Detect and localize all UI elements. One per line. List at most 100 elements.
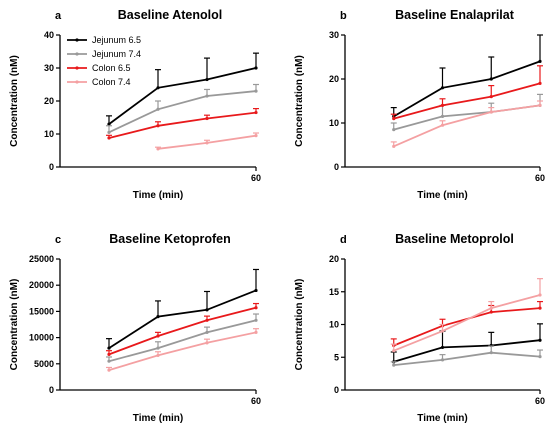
data-point bbox=[107, 130, 111, 134]
data-point bbox=[489, 306, 493, 310]
chart-title: Baseline Enalaprilat bbox=[395, 8, 515, 22]
legend-marker bbox=[75, 80, 79, 84]
y-tick-label: 10 bbox=[44, 129, 54, 139]
data-point bbox=[440, 358, 445, 362]
data-point bbox=[205, 94, 209, 98]
chart-title: Baseline Ketoprofen bbox=[109, 232, 231, 246]
y-tick-label: 10000 bbox=[29, 333, 54, 343]
series-jejunum-6-5 bbox=[390, 34, 543, 118]
data-point bbox=[489, 351, 493, 355]
data-point bbox=[538, 354, 542, 359]
series-line bbox=[108, 331, 257, 371]
x-tick-label: 60 bbox=[535, 396, 545, 406]
series-jejunum-6-5 bbox=[106, 268, 259, 350]
series-line bbox=[108, 319, 257, 363]
series-jejunum-7-4 bbox=[106, 83, 259, 134]
series-line bbox=[108, 90, 257, 134]
panel-letter: b bbox=[340, 10, 347, 22]
series-line bbox=[108, 289, 257, 349]
series-jejunum-6-5 bbox=[106, 52, 259, 126]
data-point bbox=[392, 117, 396, 121]
data-point bbox=[254, 134, 258, 138]
chart-panel-d: d Baseline Metoprolol 0 5 10 15 20 60 Time (min)… bbox=[294, 232, 545, 424]
data-point bbox=[107, 346, 111, 350]
series-colon-6-5 bbox=[106, 107, 259, 140]
data-point bbox=[205, 141, 209, 145]
series-colon-7-4 bbox=[390, 100, 543, 148]
legend-label: Jejunum 7.4 bbox=[92, 49, 141, 59]
data-point bbox=[254, 330, 258, 334]
data-point bbox=[107, 352, 111, 356]
y-tick-label: 0 bbox=[334, 162, 339, 172]
data-point bbox=[156, 315, 160, 319]
data-point bbox=[440, 103, 445, 107]
series-line bbox=[393, 82, 541, 120]
y-tick-label: 25000 bbox=[29, 254, 54, 264]
data-point bbox=[254, 66, 258, 70]
legend: Jejunum 6.5 Jejunum 7.4 Colon 6.5 Colon 7.4 bbox=[67, 35, 141, 87]
y-axis-label: Concentration (nM) bbox=[9, 55, 20, 147]
series-line bbox=[393, 351, 541, 366]
series-colon-7-4 bbox=[106, 328, 259, 372]
series-jejunum-7-4 bbox=[106, 313, 259, 363]
x-tick-label: 60 bbox=[251, 173, 261, 183]
data-point bbox=[254, 89, 258, 93]
legend-marker bbox=[75, 38, 79, 42]
legend-label: Colon 6.5 bbox=[92, 63, 131, 73]
data-point bbox=[205, 341, 209, 345]
panel-letter: a bbox=[55, 10, 62, 22]
data-point bbox=[156, 124, 160, 128]
data-point bbox=[156, 107, 160, 111]
series-line bbox=[393, 294, 541, 352]
x-axis-label: Time (min) bbox=[417, 413, 467, 424]
data-point bbox=[538, 103, 542, 107]
y-tick-label: 0 bbox=[49, 162, 54, 172]
data-point bbox=[107, 122, 111, 126]
y-axis-label: Concentration (nM) bbox=[9, 279, 20, 371]
y-axis-label: Concentration (nM) bbox=[294, 55, 305, 147]
series-jejunum-7-4 bbox=[390, 345, 543, 367]
x-axis-label: Time (min) bbox=[417, 190, 467, 201]
data-point bbox=[489, 110, 493, 114]
chart-panel-c: c Baseline Ketoprofen 0 5000 10000 15000 20000… bbox=[9, 232, 261, 424]
data-point bbox=[489, 77, 493, 81]
data-point bbox=[440, 123, 445, 127]
data-point bbox=[538, 81, 542, 85]
data-point bbox=[392, 349, 396, 353]
y-tick-label: 0 bbox=[49, 385, 54, 395]
legend-label: Colon 7.4 bbox=[92, 77, 131, 87]
data-point bbox=[107, 359, 111, 363]
legend-label: Jejunum 6.5 bbox=[92, 35, 141, 45]
series-line bbox=[393, 60, 541, 118]
data-point bbox=[392, 144, 396, 148]
series-line bbox=[108, 111, 257, 139]
data-point bbox=[538, 306, 542, 310]
data-point bbox=[205, 308, 209, 312]
data-point bbox=[440, 329, 445, 333]
data-point bbox=[205, 318, 209, 322]
series-colon-7-4 bbox=[155, 132, 259, 151]
data-point bbox=[440, 345, 445, 350]
y-tick-label: 20 bbox=[329, 74, 339, 84]
chart-title: Baseline Atenolol bbox=[118, 8, 222, 22]
y-tick-label: 30 bbox=[329, 30, 339, 40]
series-colon-6-5 bbox=[106, 302, 259, 356]
y-tick-label: 10 bbox=[329, 320, 339, 330]
y-tick-label: 5000 bbox=[34, 359, 54, 369]
y-tick-label: 0 bbox=[334, 385, 339, 395]
series-line bbox=[108, 306, 257, 356]
data-point bbox=[254, 318, 258, 322]
x-tick-label: 60 bbox=[251, 396, 261, 406]
series-line bbox=[393, 339, 541, 363]
chart-title: Baseline Metoprolol bbox=[395, 232, 514, 246]
x-tick-label: 60 bbox=[535, 173, 545, 183]
y-tick-label: 15 bbox=[329, 287, 339, 297]
data-point bbox=[156, 86, 160, 90]
data-point bbox=[156, 353, 160, 358]
data-point bbox=[156, 346, 160, 350]
y-tick-label: 15000 bbox=[29, 306, 54, 316]
series-line bbox=[393, 104, 541, 148]
panel-letter: c bbox=[55, 234, 61, 246]
data-point bbox=[440, 114, 445, 118]
